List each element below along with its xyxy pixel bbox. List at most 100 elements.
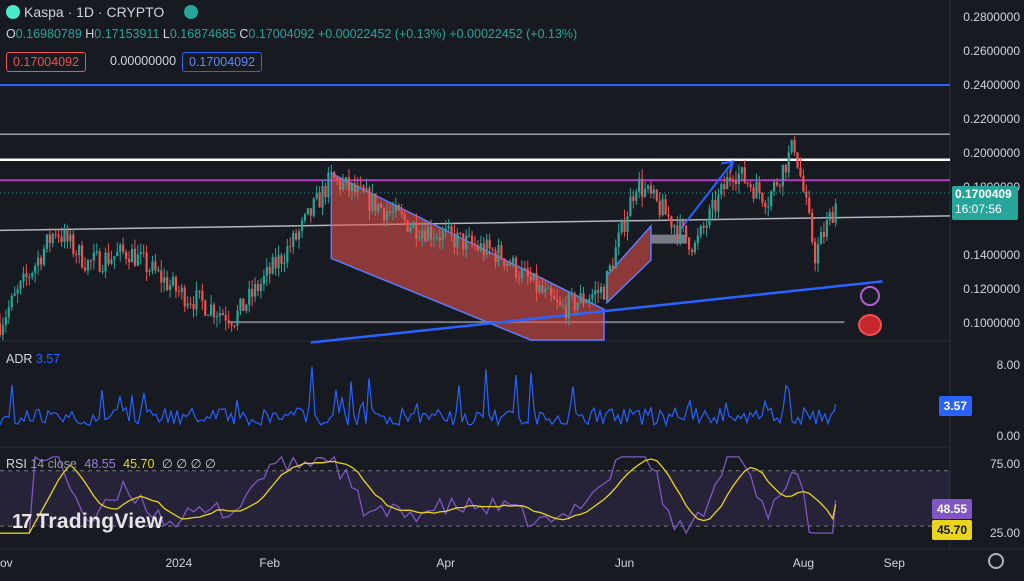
candle-body [227, 320, 230, 324]
candle-body [553, 295, 556, 300]
settings-gear-icon[interactable] [988, 553, 1004, 569]
candle-body [649, 185, 653, 194]
candle-body [711, 199, 714, 209]
candle-body [594, 290, 597, 295]
candle-body [796, 152, 799, 168]
candle-body [280, 255, 283, 264]
candle-body [418, 238, 421, 240]
candle-body [341, 182, 345, 190]
candle-body [242, 298, 245, 311]
candle-body [166, 277, 169, 290]
candle-body [391, 211, 395, 213]
candle-body [324, 185, 327, 198]
candle-body [453, 233, 456, 248]
candle-body [585, 301, 588, 304]
candle-body [641, 178, 644, 197]
candle-body [283, 262, 286, 264]
candle-body [728, 177, 732, 181]
candle-body [450, 226, 453, 234]
price-tick-label: 0.2800000 [963, 10, 1020, 24]
time-tick-label: Sep [884, 556, 906, 570]
candle-body [330, 171, 333, 173]
candle-body [579, 293, 582, 303]
candle-body [456, 232, 459, 248]
candle-body [54, 234, 57, 236]
candle-body [520, 267, 524, 279]
candle-body [133, 248, 136, 266]
candle-body [163, 277, 166, 283]
candle-body [822, 232, 826, 237]
us-flag-icon[interactable] [858, 314, 882, 336]
candle-body [339, 179, 342, 190]
candle-body [479, 243, 482, 250]
adr-label: ADR [6, 352, 33, 366]
candle-body [251, 288, 254, 297]
close-label: C [239, 27, 249, 41]
candle-body [268, 266, 271, 274]
candle-body [740, 167, 743, 174]
candle-body [201, 290, 204, 301]
candle-body [831, 212, 834, 223]
candle-body [767, 206, 770, 208]
candle-body [377, 204, 380, 212]
candle-body [605, 271, 609, 300]
candle-body [198, 290, 201, 292]
candle-body [778, 185, 782, 187]
candle-body [95, 251, 98, 253]
candle-body [119, 244, 122, 252]
candle-body [529, 276, 532, 281]
candle-body [468, 235, 471, 237]
candle-body [60, 236, 63, 243]
candle-body [658, 200, 661, 216]
candle-body [195, 290, 198, 310]
candle-body [482, 243, 485, 255]
candle-body [646, 185, 650, 189]
candle-body [28, 276, 31, 278]
candle-body [599, 286, 603, 293]
candle-body [632, 196, 635, 201]
candle-body [207, 315, 210, 317]
candle-body [573, 293, 576, 310]
countdown-label: 16:07:56 [955, 202, 1002, 216]
sloped-resistance-line [0, 215, 951, 232]
ohlc-legend: O0.16980789 H0.17153911 L0.16874685 C0.1… [6, 27, 577, 41]
adr-legend: ADR 3.57 [6, 352, 60, 366]
candle-body [271, 257, 274, 274]
candle-body [0, 323, 2, 335]
candle-body [491, 248, 494, 251]
candle-body [224, 314, 227, 321]
candle-body [746, 182, 749, 185]
candle-body [673, 225, 676, 228]
rsi-params: 14 close [30, 457, 77, 471]
candle-body [253, 284, 257, 297]
price-tick-label: 0.1200000 [963, 282, 1020, 296]
candle-body [834, 203, 837, 223]
candle-body [699, 226, 702, 236]
candle-body [151, 261, 154, 271]
candle-body [512, 257, 515, 266]
candle-body [655, 189, 658, 201]
candle-body [327, 172, 330, 198]
candle-body [708, 208, 711, 226]
candle-body [602, 286, 606, 300]
candle-body [75, 253, 78, 256]
candle-body [122, 244, 125, 252]
candle-body [168, 285, 172, 290]
sell-price-box[interactable]: 0.17004092 [6, 52, 87, 72]
candle-body [233, 325, 236, 327]
candle-body [89, 260, 92, 262]
candle-body [761, 193, 764, 203]
lightning-icon[interactable] [860, 286, 880, 306]
candle-body [787, 152, 790, 173]
rsi-label: RSI [6, 457, 27, 471]
candle-body [57, 234, 60, 237]
candle-body [576, 302, 579, 310]
candle-body [297, 230, 301, 240]
buy-price-box[interactable]: 0.17004092 [182, 52, 263, 72]
candle-body [312, 198, 315, 216]
candle-body [702, 226, 705, 228]
candle-body [107, 252, 110, 264]
candle-body [380, 204, 383, 208]
high-label: H [85, 27, 95, 41]
candle-body [567, 293, 570, 319]
